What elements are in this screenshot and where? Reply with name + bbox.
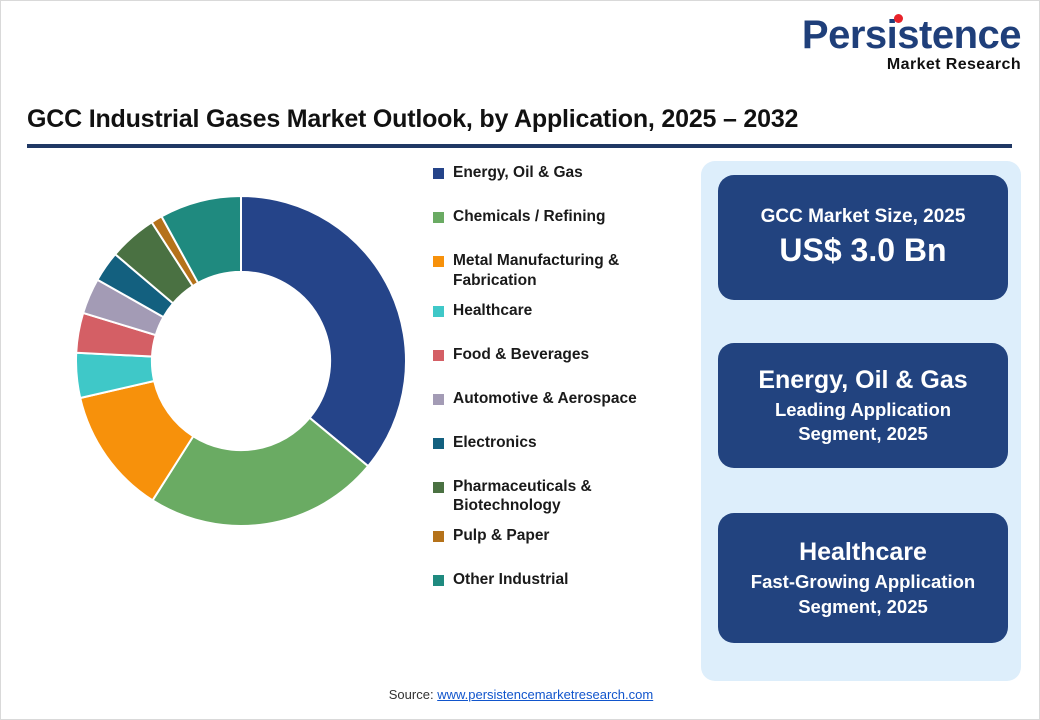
legend-item[interactable]: Energy, Oil & Gas [433,163,693,197]
logo-brand-text: Persistence [801,13,1022,57]
legend-swatch-icon [433,481,444,493]
source-prefix-label: Source: [388,687,438,702]
leading-segment-card-sub1: Leading Application [774,398,952,420]
legend-swatch-icon [433,212,444,223]
legend-swatch-icon [433,168,444,179]
legend-item-label: Automotive & Aerospace [453,389,637,407]
market-size-card-label: GCC Market Size, 2025 [760,206,966,228]
highlight-panel: GCC Market Size, 2025 US$ 3.0 Bn Energy,… [701,161,1021,681]
legend-item-label: Other Industrial [453,571,569,589]
market-size-card-value: US$ 3.0 Bn [779,232,947,269]
legend-item[interactable]: Food & Beverages [433,345,693,379]
legend-item[interactable]: Pharmaceuticals & Biotechnology [433,477,693,517]
source-line: Source: www.persistencemarketresearch.co… [1,687,1040,702]
legend-item[interactable]: Other Industrial [433,570,693,604]
legend-item-label: Pharmaceuticals & Biotechnology [453,477,592,515]
logo-red-dot-icon [893,14,903,23]
donut-slice[interactable] [160,194,242,285]
legend-item-label: Food & Beverages [453,345,590,363]
legend-item[interactable]: Automotive & Aerospace [433,389,693,423]
company-logo: Persistence Market Research [801,13,1022,73]
legend-item-label: Energy, Oil & Gas [453,164,583,181]
page-title: GCC Industrial Gases Market Outlook, by … [27,105,799,133]
fast-growing-segment-card-title: Healthcare [799,538,927,567]
legend-item[interactable]: Metal Manufacturing & Fabrication [433,251,693,291]
legend-item[interactable]: Healthcare [433,301,693,335]
donut-slice[interactable] [151,416,370,527]
legend-swatch-icon [433,531,444,543]
legend-swatch-icon [433,349,444,361]
legend-item[interactable]: Chemicals / Refining [433,207,693,241]
legend-swatch-icon [433,305,444,317]
legend-item-label: Chemicals / Refining [453,208,606,225]
leading-segment-card-title: Energy, Oil & Gas [758,365,968,394]
source-link[interactable]: www.persistencemarketresearch.com [437,687,654,702]
donut-slice[interactable] [240,194,407,468]
legend-item-label: Electronics [453,433,537,451]
donut-chart-svg [75,194,407,527]
donut-chart [61,181,421,541]
legend-item-label: Healthcare [453,301,533,319]
legend-swatch-icon [433,575,444,587]
legend-item-label: Metal Manufacturing & Fabrication [453,252,620,289]
legend-swatch-icon [433,256,444,267]
logo-tagline: Market Research [886,56,1021,73]
title-underline-divider [27,144,1012,148]
legend-swatch-icon [433,437,444,449]
leading-segment-card-sub2: Segment, 2025 [798,423,928,444]
fast-growing-segment-card-sub2: Segment, 2025 [798,595,928,617]
fast-growing-segment-card-sub1: Fast-Growing Application [750,571,976,593]
legend-item[interactable]: Electronics [433,433,693,467]
leading-segment-card: Energy, Oil & Gas Leading Application Se… [718,343,1008,468]
market-size-card: GCC Market Size, 2025 US$ 3.0 Bn [718,175,1008,300]
logo-brand-label: Persistence [801,13,1022,57]
fast-growing-segment-card: Healthcare Fast-Growing Application Segm… [718,513,1008,643]
legend-swatch-icon [433,393,444,405]
legend-item-label: Pulp & Paper [453,527,550,545]
chart-legend: Energy, Oil & Gas Chemicals / Refining Met… [433,163,693,614]
legend-item[interactable]: Pulp & Paper [433,526,693,560]
